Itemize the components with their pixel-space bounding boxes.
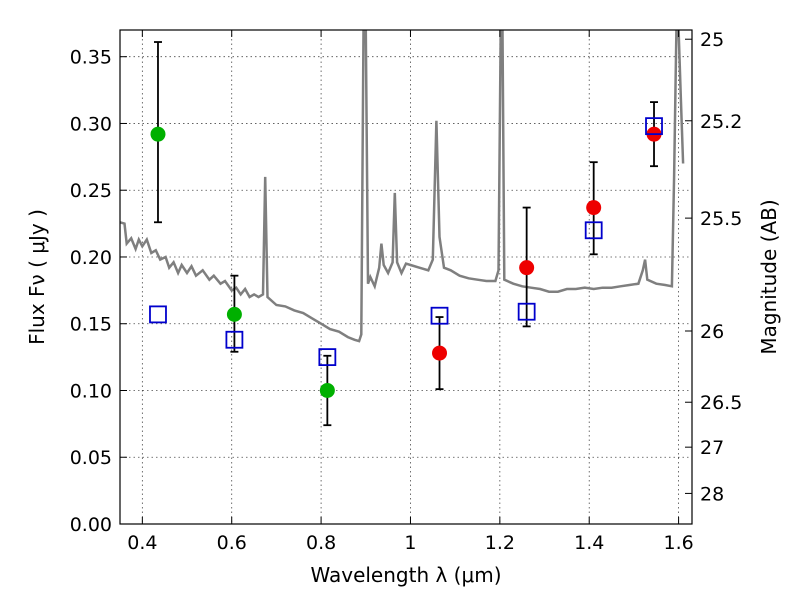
data-point	[519, 260, 535, 276]
y-tick-label: 0.25	[70, 180, 112, 202]
y2-tick-label: 25	[700, 29, 724, 51]
y-tick-label: 0.30	[70, 113, 112, 135]
data-point	[150, 126, 166, 142]
data-point	[319, 382, 335, 398]
y2-tick-label: 28	[700, 483, 724, 505]
y-tick-label: 0.35	[70, 47, 112, 69]
x-axis-title: Wavelength λ (μm)	[310, 563, 501, 587]
y2-tick-label: 25.5	[700, 208, 742, 230]
x-tick-label: 1	[404, 532, 416, 554]
data-point	[226, 306, 242, 322]
x-tick-label: 1.4	[574, 532, 604, 554]
x-tick-label: 1.2	[485, 532, 515, 554]
model-point	[225, 330, 244, 349]
model-point	[645, 117, 663, 136]
y-tick-label: 0.10	[70, 380, 112, 402]
plot-area	[120, 30, 685, 427]
sed-model-line	[120, 30, 685, 343]
model-point	[318, 348, 337, 367]
y-tick-label: 0.15	[70, 314, 112, 336]
y-tick-label: 0.00	[70, 514, 112, 536]
model-point	[584, 221, 603, 240]
y2-axis-title: Magnitude (AB)	[757, 199, 781, 354]
y2-tick-label: 26	[700, 321, 724, 343]
x-tick-label: 0.4	[127, 532, 157, 554]
x-tick-label: 0.8	[306, 532, 336, 554]
y-tick-label: 0.20	[70, 247, 112, 269]
plot-frame	[119, 29, 693, 525]
axis-ticks: 0.4 0.6 0.8 1 1.2 1.4 1.6 0.00 0.05 0.10 0.15 0.20 0…	[70, 29, 743, 554]
y-axis-title: Flux Fν ( μJy )	[25, 209, 49, 345]
data-point	[586, 200, 602, 216]
data-point	[432, 345, 448, 361]
model-point	[517, 302, 536, 321]
y-tick-label: 0.05	[70, 447, 112, 469]
model-point	[430, 306, 449, 325]
x-tick-label: 0.6	[217, 532, 247, 554]
grid	[120, 30, 692, 525]
y2-tick-label: 25.2	[700, 111, 742, 133]
x-tick-label: 1.6	[663, 532, 693, 554]
model-point	[149, 305, 167, 324]
y2-tick-label: 27	[700, 437, 724, 459]
y2-tick-label: 26.5	[700, 392, 742, 414]
